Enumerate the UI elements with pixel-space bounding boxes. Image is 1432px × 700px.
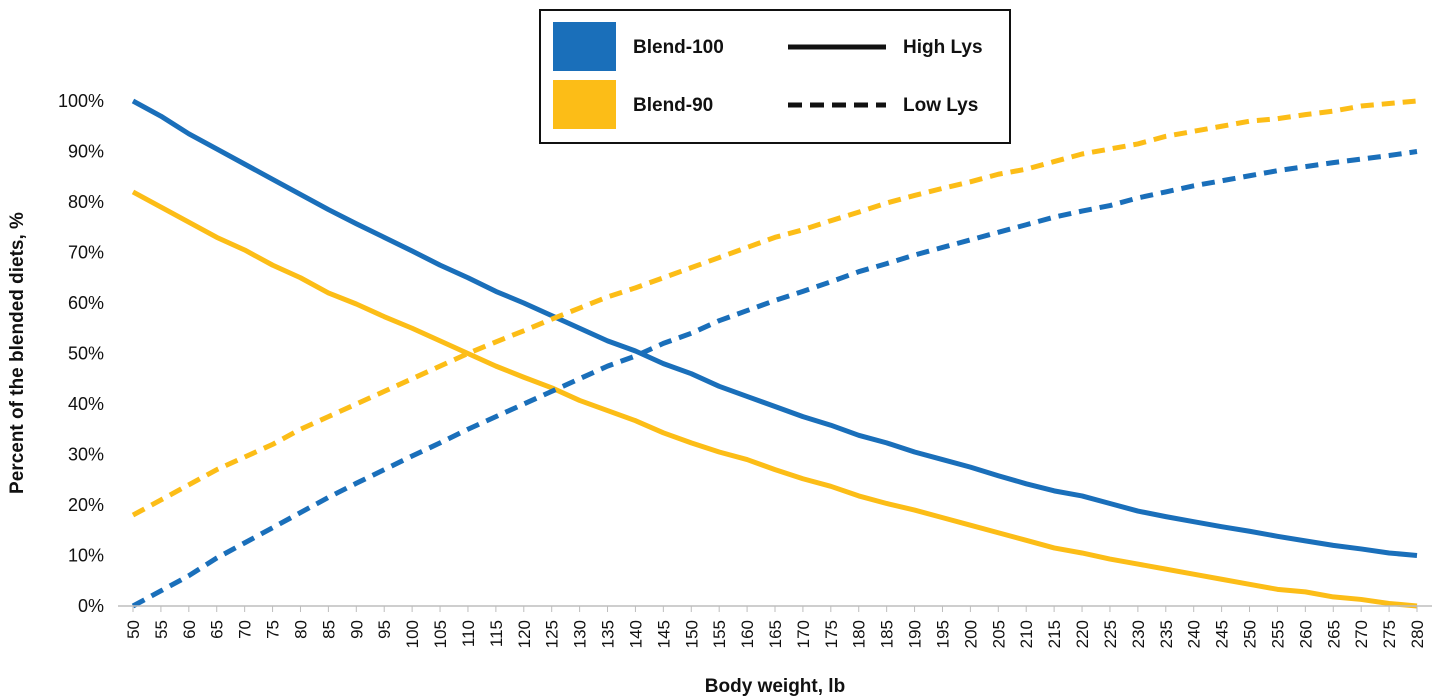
x-tick-label: 95 [375, 620, 394, 639]
x-tick-label: 50 [124, 620, 143, 639]
x-tick-label: 115 [487, 620, 506, 647]
x-tick-label: 275 [1380, 620, 1399, 648]
x-tick-label: 260 [1296, 620, 1315, 648]
legend-label-low-lys: Low Lys [903, 95, 978, 116]
x-tick-label: 175 [822, 620, 841, 648]
x-tick-label: 90 [347, 620, 366, 639]
x-tick-label: 240 [1185, 620, 1204, 648]
x-tick-label: 60 [180, 620, 199, 639]
x-tick-label: 170 [794, 620, 813, 648]
y-tick-label: 20% [68, 495, 104, 515]
x-tick-label: 230 [1129, 620, 1148, 648]
x-tick-label: 215 [1045, 620, 1064, 648]
y-tick-label: 50% [68, 344, 104, 364]
y-tick-label: 10% [68, 546, 104, 566]
x-tick-label: 270 [1352, 620, 1371, 648]
legend-label-blend-90: Blend-90 [633, 95, 713, 116]
x-tick-label: 180 [850, 620, 869, 648]
series-layer [131, 98, 1418, 609]
x-tick-label: 65 [208, 620, 227, 639]
legend-swatch-blend-100 [553, 22, 616, 71]
y-axis-title: Percent of the blended diets, % [7, 212, 28, 494]
x-tick-label: 195 [933, 620, 952, 648]
series-line-blend-100-high-lys [131, 98, 1418, 558]
x-tick-label: 225 [1101, 620, 1120, 648]
legend-label-high-lys: High Lys [903, 37, 983, 58]
x-tick-label: 255 [1268, 620, 1287, 648]
x-tick-label: 105 [431, 620, 450, 648]
x-tick-label: 205 [989, 620, 1008, 648]
x-tick-label: 120 [515, 620, 534, 648]
y-tick-label: 70% [68, 243, 104, 263]
y-tick-label: 60% [68, 293, 104, 313]
x-tick-label: 55 [152, 620, 171, 639]
x-axis-ticks: 50 55 60 65 70 75 80 85 90 95 100 105 110 115 120 125 13… [124, 606, 1427, 648]
y-tick-label: 40% [68, 394, 104, 414]
x-tick-label: 100 [403, 620, 422, 648]
x-tick-label: 75 [264, 620, 283, 639]
x-tick-label: 245 [1213, 620, 1232, 648]
x-tick-label: 155 [710, 620, 729, 648]
x-tick-label: 235 [1157, 620, 1176, 648]
series-line-blend-90-high-lys [131, 189, 1418, 609]
x-tick-label: 130 [571, 620, 590, 648]
x-tick-label: 250 [1241, 620, 1260, 648]
x-tick-label: 185 [878, 620, 897, 648]
x-tick-label: 80 [291, 620, 310, 639]
x-tick-label: 125 [543, 620, 562, 648]
x-tick-label: 85 [319, 620, 338, 639]
x-tick-label: 110 [459, 620, 478, 647]
x-tick-label: 135 [599, 620, 618, 648]
x-tick-label: 150 [682, 620, 701, 648]
x-tick-label: 160 [738, 620, 757, 648]
y-tick-label: 80% [68, 192, 104, 212]
y-tick-label: 100% [58, 91, 104, 111]
legend-label-blend-100: Blend-100 [633, 37, 724, 58]
y-tick-label: 0% [78, 596, 104, 616]
y-axis-ticks: 0% 10% 20% 30% 40% 50% 60% 70% 80% 90% 100% [58, 91, 104, 616]
x-tick-label: 190 [906, 620, 925, 648]
x-tick-label: 220 [1073, 620, 1092, 648]
y-tick-label: 30% [68, 445, 104, 465]
x-tick-label: 140 [626, 620, 645, 648]
x-axis-title: Body weight, lb [705, 676, 845, 697]
series-line-blend-90-low-lys [131, 98, 1418, 518]
x-tick-label: 210 [1017, 620, 1036, 648]
x-tick-label: 200 [961, 620, 980, 648]
legend: Blend-100 Blend-90 High Lys Low Lys [539, 9, 1011, 144]
legend-box [539, 9, 1011, 144]
x-tick-label: 265 [1324, 620, 1343, 648]
x-tick-label: 280 [1408, 620, 1427, 648]
series-line-blend-100-low-lys [131, 149, 1418, 609]
x-tick-label: 165 [766, 620, 785, 648]
x-tick-label: 70 [236, 620, 255, 639]
legend-swatch-blend-90 [553, 80, 616, 129]
x-tick-label: 145 [654, 620, 673, 648]
y-tick-label: 90% [68, 142, 104, 162]
